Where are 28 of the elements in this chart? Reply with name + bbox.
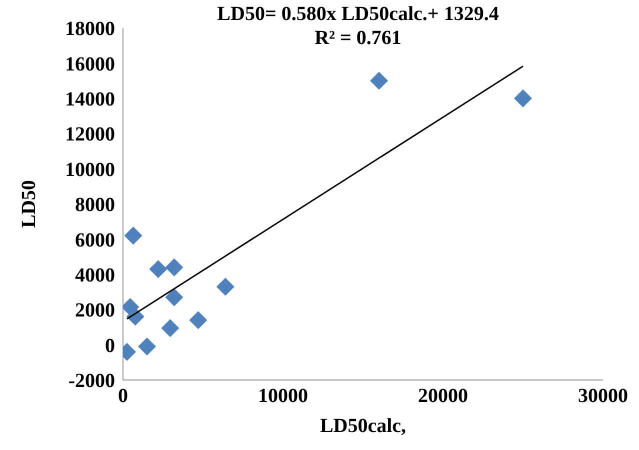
text: LD50= 0.580x LD50calc.+ 1329.4 xyxy=(216,2,500,26)
x-tick-label: 20000 xyxy=(418,385,468,408)
point xyxy=(216,278,234,296)
point xyxy=(189,311,208,330)
x-tick-label: 10000 xyxy=(258,385,308,408)
y-tick-label: 2000 xyxy=(75,300,115,322)
y-tick-label: -2000 xyxy=(68,370,115,392)
y-tick-label: 10000 xyxy=(65,158,115,181)
point xyxy=(124,226,142,245)
y-tick-label: 6000 xyxy=(75,229,115,252)
y-tick-label: 14000 xyxy=(65,88,115,110)
x-axis-title: LD50calc, xyxy=(320,415,406,437)
point xyxy=(165,258,184,276)
point xyxy=(161,319,180,338)
y-tick-label: 18000 xyxy=(65,18,115,40)
y-tick-label: 8000 xyxy=(75,194,115,216)
y-tick-label: 4000 xyxy=(75,264,115,286)
annotation: R² = 0.761 xyxy=(314,26,402,50)
y-axis-title: LD50 xyxy=(18,180,40,228)
point xyxy=(165,288,184,306)
y-tick-label: 12000 xyxy=(65,124,115,146)
point xyxy=(370,72,388,90)
x-tick-label: 30000 xyxy=(578,385,628,408)
point xyxy=(514,89,532,108)
y-tick-label: 0 xyxy=(105,334,115,357)
y-tick-label: 16000 xyxy=(65,53,115,76)
point xyxy=(149,260,168,278)
point xyxy=(138,338,156,356)
